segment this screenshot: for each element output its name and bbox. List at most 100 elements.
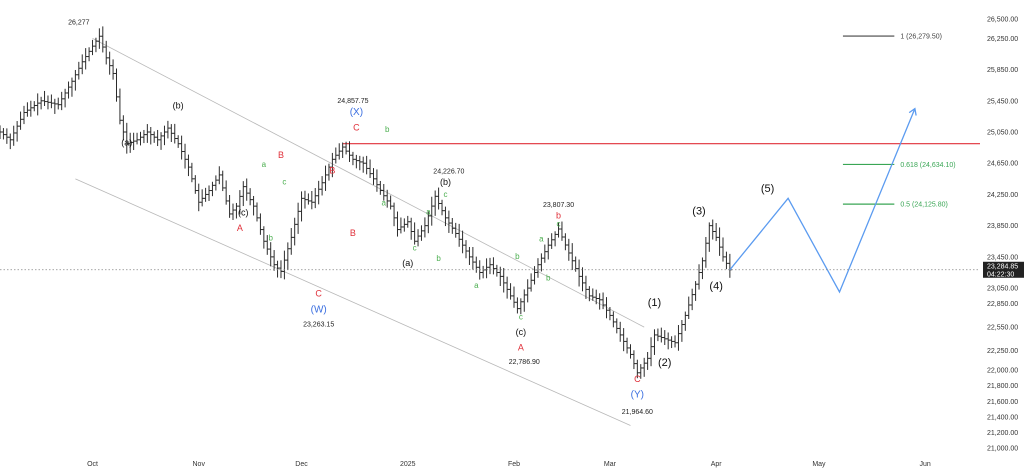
ohlc-bar [124,122,129,154]
ohlc-bar [669,336,674,349]
channel-lower-line [75,178,631,426]
ohlc-bar [460,230,465,254]
ohlc-bar [224,180,228,205]
wave-label: b [556,211,561,221]
ohlc-bar [632,350,636,370]
fib-level-label: 0.5 (24,125.80) [900,202,947,209]
ohlc-bar [662,330,667,345]
ohlc-bar [118,88,122,125]
ohlc-bar [176,135,180,148]
y-tick-label: 24,250.00 [987,192,1018,199]
y-tick-label: 21,600.00 [987,399,1018,406]
ohlc-bar [721,237,725,262]
ohlc-bar [207,185,211,201]
ohlc-bar [395,211,400,237]
ohlc-bar [443,206,448,227]
ohlc-bar [56,97,61,110]
ohlc-bar [724,251,729,270]
ohlc-bar [214,175,218,191]
ohlc-bar [364,155,369,175]
ohlc-bar [512,286,516,308]
current-price-badge: 23,284.85 04:22:30 [983,261,1024,278]
ohlc-bar [217,166,222,185]
ohlc-bar [244,178,249,201]
ohlc-bar [268,242,273,267]
ohlc-bar [525,279,530,303]
ohlc-bar [416,229,420,247]
y-tick-label: 22,250.00 [987,348,1018,355]
ohlc-bar [347,141,352,162]
ohlc-bar [642,357,646,377]
wave-label: B [329,165,335,175]
ohlc-bar [508,283,513,300]
ohlc-bar [567,238,571,261]
wave-label: c [519,312,523,321]
ohlc-bar [238,190,242,215]
ohlc-bar [649,337,653,367]
ohlc-bar [337,143,342,160]
ohlc-bar [714,223,718,242]
x-tick-label: 2025 [400,461,416,468]
fibonacci-levels: 1 (26,279.50) 0.618 (24,634.10) 0.5 (24,12… [842,34,956,209]
y-tick-label: 22,550.00 [987,325,1018,332]
ohlc-bar [66,81,71,99]
ohlc-bar [83,48,88,70]
ohlc-bar [549,233,554,249]
ohlc-bar [234,202,239,219]
ohlc-bar [104,40,109,65]
ohlc-bar [426,211,431,234]
wave-label: C [634,374,641,384]
ohlc-bar [488,257,492,275]
ohlc-bar [227,194,232,218]
ohlc-bar [471,247,475,270]
ohlc-bar [388,195,393,210]
x-tick-label: Dec [295,461,308,468]
wave-label: B [350,228,356,238]
ohlc-bar [618,321,623,342]
ohlc-bar [621,328,626,352]
ohlc-bar [316,180,321,205]
fib-level-label: 0.618 (24,634.10) [900,162,955,169]
wave-label: (a) [121,137,132,147]
x-tick-label: Jun [920,461,931,468]
ohlc-bar [179,135,184,160]
ohlc-bar [241,181,246,207]
y-tick-label: 23,450.00 [987,254,1018,261]
ohlc-bar [49,94,54,109]
ohlc-bar [114,68,119,102]
price-note-label: 24,226.70 [433,168,464,175]
ohlc-bar [519,298,523,315]
ohlc-bar [361,156,366,173]
ohlc-bar [375,169,379,192]
fib-level-label: 1 (26,279.50) [900,34,942,41]
ohlc-bar [686,296,691,320]
ohlc-bar [536,258,540,278]
wave-label: (b) [173,101,184,111]
ohlc-bar [255,202,259,222]
ohlc-bar [330,152,335,178]
wave-projection [729,107,917,294]
ohlc-bar [8,133,13,150]
price-axis[interactable]: 26,500.00 26,250.00 25,850.00 25,450.00 25,0… [987,16,1018,452]
ohlc-bar [159,132,163,150]
ohlc-bar [32,101,37,112]
ohlc-bar [704,236,708,268]
ohlc-bar [231,203,235,220]
y-tick-label: 23,050.00 [987,286,1018,293]
time-axis[interactable]: Oct Nov Dec 2025 Feb Mar Apr May Jun [87,461,931,468]
ohlc-bar [405,215,410,228]
ohlc-bar [303,190,307,209]
wave-label: (Y) [631,389,644,400]
ohlc-bar [573,256,578,272]
ohlc-bar [107,51,112,75]
ohlc-bar [717,227,722,256]
ohlc-bar [289,228,294,255]
ohlc-bar [94,37,98,53]
wave-label: (1) [648,297,661,309]
ohlc-bar [680,319,684,342]
ohlc-bar [77,61,81,80]
ohlc-bar [334,147,338,164]
ohlc-bar [53,98,57,114]
ohlc-bar [601,292,605,310]
